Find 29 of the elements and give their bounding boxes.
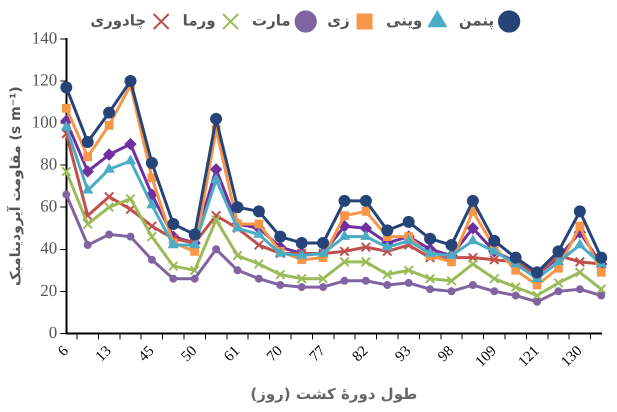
x-tick-label: 121 (515, 343, 543, 370)
y-tick-label: 80 (40, 154, 58, 174)
y-tick-label: 100 (32, 112, 58, 132)
y-tick-label: 20 (40, 280, 58, 300)
y-tick-label: 40 (40, 238, 58, 258)
legend-label: مارت (252, 11, 291, 30)
x-tick-label: 82 (350, 343, 372, 365)
x-tick-label: 109 (472, 343, 500, 370)
y-tick-label: 0 (48, 322, 58, 342)
x-tick-label: 50 (178, 343, 200, 365)
x-tick-label: 6 (55, 342, 72, 360)
x-tick-label: 98 (435, 343, 458, 365)
x-tick-label: 61 (221, 343, 244, 365)
legend-label: وینی (386, 11, 422, 30)
x-tick-label: 70 (264, 343, 286, 365)
y-tick-label: 60 (40, 196, 58, 216)
legend-label: پنمن (458, 11, 494, 30)
y-axis-title: مقاومت آیرودینامیک (s m⁻¹) (6, 86, 24, 286)
x-tick-label: 130 (558, 343, 586, 370)
x-tick-label: 13 (92, 343, 115, 365)
x-tick-label: 77 (306, 342, 330, 365)
y-tick-label: 120 (32, 70, 58, 90)
x-tick-label: 45 (136, 343, 158, 365)
legend-label: چادوری (90, 11, 146, 30)
legend-label: زی (327, 11, 350, 30)
y-tick-label: 140 (32, 28, 58, 48)
x-axis-title: طول دورهٔ کشت (روز) (250, 384, 418, 403)
legend-label: ورما (182, 11, 216, 30)
x-tick-label: 93 (392, 343, 414, 365)
